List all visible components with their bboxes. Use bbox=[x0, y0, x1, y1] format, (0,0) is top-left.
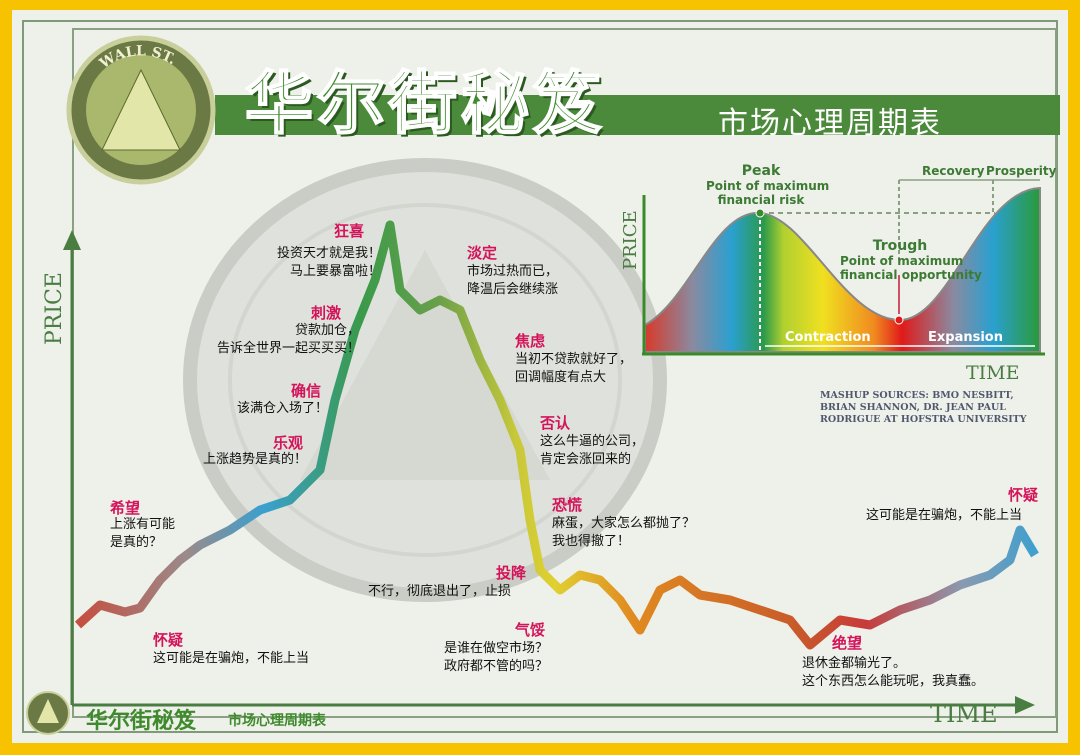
emotion-euphoria: 狂喜 bbox=[334, 222, 365, 240]
x-axis-arrow-icon bbox=[1015, 696, 1035, 714]
x-axis-label: TIME bbox=[930, 700, 998, 728]
main-title: 华尔街秘笈 bbox=[244, 63, 606, 145]
header-bar bbox=[215, 95, 1060, 135]
emotion-doubt-2: 怀疑 bbox=[1008, 486, 1039, 504]
inset-x-label: TIME bbox=[966, 362, 1020, 384]
cycle-area bbox=[644, 186, 1041, 353]
emotion-belief: 确信 bbox=[291, 382, 322, 400]
emotion-anxiety: 焦虑 bbox=[515, 332, 546, 350]
emotion-denial: 否认 bbox=[540, 414, 571, 432]
footer-subtitle: 市场心理周期表 bbox=[228, 713, 326, 729]
cycle-inset-chart bbox=[642, 179, 1045, 356]
emotion-depression: 绝望 bbox=[832, 634, 863, 652]
quote: 市场过热而已， 降温后会继续涨 bbox=[467, 264, 559, 297]
y-axis-label: PRICE bbox=[42, 272, 67, 345]
footer-logo bbox=[26, 691, 70, 735]
sources-note: MASHUP SOURCES: BMO NESBITT, BRIAN SHANNO… bbox=[820, 390, 1027, 425]
emotion-thrill: 刺激 bbox=[311, 304, 342, 322]
quote: 贷款加仓， 告诉全世界一起买买买！ bbox=[216, 323, 360, 356]
inset-y-label: PRICE bbox=[620, 210, 641, 270]
quote: 投资天才就是我！ 马上要暴富啦！ bbox=[276, 246, 381, 279]
quote: 这可能是在骗炮，不能上当 bbox=[866, 508, 1023, 523]
price-curve bbox=[74, 220, 1039, 650]
emotion-despondency: 气馁 bbox=[515, 621, 546, 639]
expansion-label: Expansion bbox=[928, 330, 1003, 345]
quote: 当初不贷款就好了， 回调幅度有点大 bbox=[515, 352, 633, 385]
quote: 是谁在做空市场？ 政府都不管的吗？ bbox=[444, 641, 549, 674]
quote: 不行，彻底退出了，止损 bbox=[368, 584, 512, 599]
emotion-hope: 希望 bbox=[110, 499, 141, 517]
trough-marker bbox=[894, 315, 904, 325]
quote: 退休金都输光了。 这个东西怎么能玩呢，我真蠢。 bbox=[802, 656, 985, 689]
quote: 这么牛逼的公司， 肯定会涨回来的 bbox=[540, 434, 645, 467]
emotion-panic: 恐慌 bbox=[552, 496, 583, 514]
emotion-optimism: 乐观 bbox=[273, 434, 304, 452]
main-subtitle: 市场心理周期表 bbox=[718, 106, 942, 141]
trough-label: Trough Point of maximum financial opportun… bbox=[840, 238, 982, 282]
emotion-doubt: 怀疑 bbox=[153, 631, 184, 649]
peak-marker bbox=[755, 208, 765, 218]
y-axis-arrow-icon bbox=[63, 230, 81, 250]
contraction-label: Contraction bbox=[785, 330, 871, 345]
wall-st-logo: WALL ST. bbox=[66, 35, 216, 185]
peak-label: Peak Point of maximum financial risk bbox=[706, 163, 830, 207]
footer-title: 华尔街秘笈 bbox=[86, 708, 197, 734]
quote: 上涨有可能 是真的？ bbox=[110, 517, 176, 550]
outer-frame bbox=[22, 20, 1058, 733]
emotion-complacency: 淡定 bbox=[467, 244, 498, 262]
quote: 该满仓入场了！ bbox=[237, 401, 329, 416]
prosperity-label: Prosperity bbox=[986, 164, 1057, 178]
quote: 上涨趋势是真的！ bbox=[203, 452, 308, 467]
quote: 这可能是在骗炮，不能上当 bbox=[153, 651, 310, 666]
emotion-capitulation: 投降 bbox=[496, 564, 527, 582]
recovery-label: Recovery bbox=[922, 164, 985, 178]
quote: 麻蛋，大家怎么都抛了？ 我也得撤了！ bbox=[552, 516, 696, 549]
